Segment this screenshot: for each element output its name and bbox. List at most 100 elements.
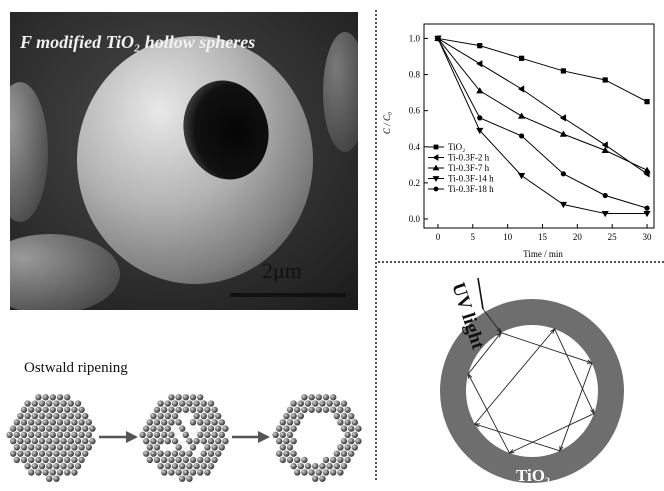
particle (161, 406, 168, 413)
ray-arrowhead (586, 359, 594, 364)
particle (168, 419, 175, 426)
particle (207, 462, 215, 470)
particle (351, 419, 358, 426)
particle (211, 456, 218, 464)
particle (13, 456, 20, 464)
particle (53, 400, 60, 407)
particle (286, 406, 294, 413)
data-point (518, 55, 525, 61)
particle (60, 400, 67, 407)
particle (330, 394, 337, 401)
particle (67, 450, 75, 457)
particle (10, 425, 17, 432)
y-tick-label: 0.6 (409, 106, 421, 116)
data-point (602, 77, 608, 83)
particle (322, 469, 330, 476)
particle (153, 444, 161, 451)
data-point (601, 141, 608, 149)
particle (294, 406, 301, 413)
particle (164, 437, 171, 445)
arrow-2 (232, 431, 270, 443)
series-5 (435, 35, 650, 211)
x-tick-label: 30 (643, 232, 653, 242)
data-point (601, 210, 609, 218)
particle (67, 400, 75, 407)
particle (211, 431, 218, 439)
particle (67, 462, 75, 470)
sem-micrograph (10, 12, 358, 310)
particle (71, 444, 78, 451)
particle (200, 462, 207, 470)
particle (294, 469, 301, 476)
particle (56, 444, 64, 451)
particle (337, 406, 344, 413)
legend-label: Ti-0.3F-18 h (448, 184, 494, 194)
legend-label: TiO₂ (448, 142, 465, 152)
ray-segment (474, 328, 555, 425)
data-point (476, 127, 484, 135)
particle (60, 412, 67, 420)
y-tick-label: 1.0 (409, 33, 421, 43)
particle (197, 406, 204, 413)
particle (31, 412, 38, 420)
particle (13, 419, 20, 426)
particle (215, 450, 222, 457)
particle (189, 456, 197, 464)
particle (171, 462, 179, 470)
data-point (517, 85, 525, 93)
y-tick-label: 0.4 (409, 142, 421, 152)
particle (46, 475, 53, 482)
particle (290, 412, 297, 420)
particle (204, 419, 211, 426)
particle (297, 462, 304, 470)
ray-segment (467, 332, 502, 375)
particle (197, 431, 204, 439)
particle (322, 456, 330, 464)
particle (204, 444, 211, 451)
particle (337, 456, 344, 464)
particle (348, 412, 355, 420)
particle (348, 425, 355, 432)
particle (78, 419, 85, 426)
x-axis-ticks: 0 5 10 15 20 25 30 (436, 224, 652, 242)
x-tick-label: 10 (503, 232, 513, 242)
particle (53, 450, 60, 457)
ray-arrowhead (496, 331, 502, 338)
particle (333, 450, 340, 457)
particle (42, 469, 49, 476)
particle (28, 419, 35, 426)
particle (344, 406, 351, 413)
particle (337, 419, 344, 426)
particle (319, 462, 326, 470)
particle (63, 469, 71, 476)
particle (207, 437, 215, 445)
particle (161, 419, 168, 426)
particle (193, 437, 200, 445)
particle (143, 450, 150, 457)
particle (179, 462, 186, 470)
particle (28, 431, 35, 439)
particle (348, 450, 355, 457)
particle (60, 450, 67, 457)
particle (74, 425, 82, 432)
x-tick-label: 5 (471, 232, 476, 242)
particle (63, 431, 71, 439)
particle (10, 437, 17, 445)
particle (42, 394, 49, 401)
particle (150, 437, 157, 445)
particle (200, 450, 207, 457)
particle (197, 469, 204, 476)
particle (42, 419, 49, 426)
particle (78, 456, 85, 464)
particle (312, 462, 319, 470)
particle (56, 394, 64, 401)
particle (157, 412, 164, 420)
particle (35, 431, 42, 439)
particle (24, 450, 31, 457)
particle (74, 462, 82, 470)
particle (49, 456, 56, 464)
particle (74, 437, 82, 445)
particle (35, 444, 42, 451)
particle (78, 431, 85, 439)
particle (315, 469, 322, 476)
